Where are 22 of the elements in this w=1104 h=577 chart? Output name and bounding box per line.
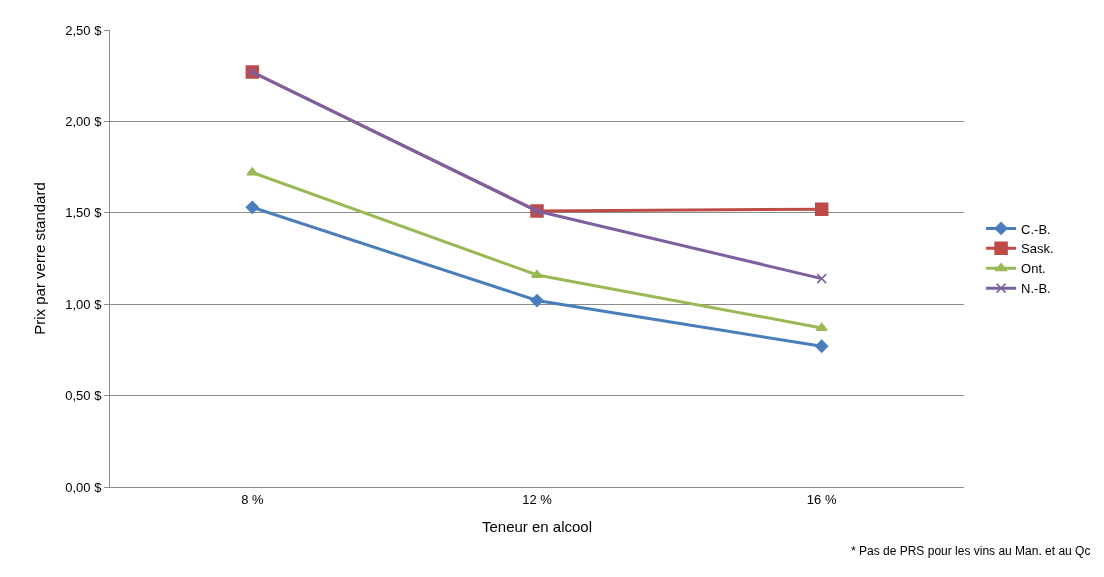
y-tick-label: 2,50 $ (65, 22, 103, 38)
y-axis-title: Prix par verre standard (31, 182, 49, 335)
point (814, 202, 829, 216)
x-tick-label: 8 % (241, 491, 264, 507)
point (815, 339, 829, 353)
legend-label: N.-B. (1021, 281, 1051, 297)
point (531, 269, 543, 278)
legend-label: Sask. (1021, 241, 1054, 257)
x-tick-label: 12 % (522, 491, 553, 507)
legend-label: C.-B. (1021, 221, 1051, 237)
y-tick-label: 2,00 $ (65, 113, 103, 129)
point (530, 293, 544, 308)
legend-label: Ont. (1021, 261, 1046, 277)
x-axis-title: Teneur en alcool (481, 517, 593, 535)
text: * Pas de PRS pour les vins au Man. et au Qc (851, 544, 1091, 558)
point (816, 273, 827, 284)
point (245, 200, 259, 214)
y-tick-label: 0,50 $ (65, 388, 103, 404)
y-tick-label: 1,00 $ (65, 296, 103, 312)
y-tick-label: 1,50 $ (65, 205, 103, 221)
y-tick-label: 0,00 $ (65, 479, 103, 495)
x-tick-label: 16 % (806, 491, 837, 507)
